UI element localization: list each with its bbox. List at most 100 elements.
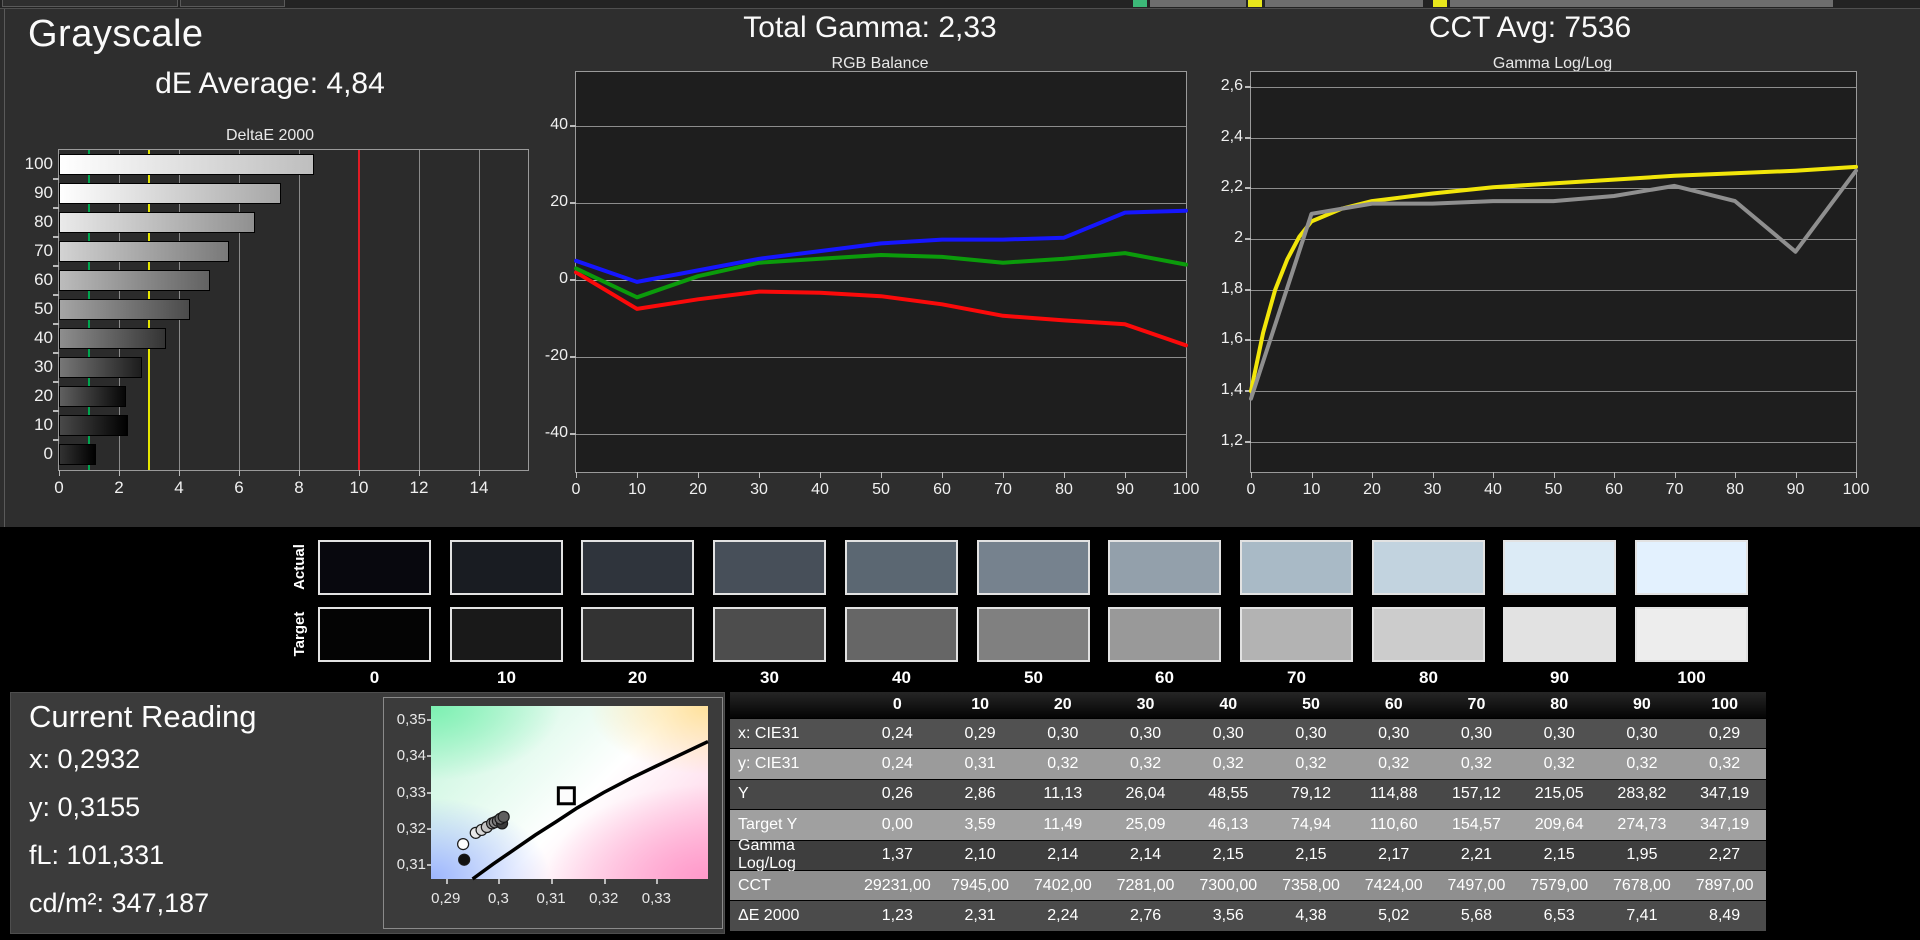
deltae-y-tick-label: 40: [34, 328, 53, 347]
cie-y-tick-label: 0,35: [396, 710, 426, 728]
cie-y-tick-label: 0,31: [396, 856, 426, 874]
cie-x-tick-label: 0,29: [431, 890, 461, 907]
table-header-cell: 80: [1517, 692, 1601, 718]
rgb_balance-x-tick-label: 20: [689, 481, 707, 498]
cie-x-tickmark: [656, 879, 659, 884]
deltae-y-tickmark: [53, 265, 59, 267]
gamma_loglog-x-tickmark: [1674, 472, 1676, 478]
rgb_balance-x-tick-label: 70: [994, 481, 1012, 498]
rgb_balance-x-tick-label: 100: [1172, 481, 1200, 498]
rgb_balance-y-tickmark: [570, 125, 576, 127]
gamma_loglog-x-tickmark: [1735, 472, 1736, 478]
actual-swatch: [450, 540, 563, 595]
table-header-cell: 60: [1352, 692, 1436, 718]
table-cell: 0,30: [1352, 719, 1436, 749]
deltae-x-tick-label: 4: [174, 478, 184, 497]
gamma-loglog-chart: 2,6 2,4 2,2 2 1,8 1,6 1,4 1,2 0 10 20 30 40 50 60 70 80 9…: [1221, 71, 1869, 498]
table-cell: 2,14: [1021, 840, 1105, 870]
deltae-bar: [59, 328, 166, 349]
deltae-y-tick-label: 60: [34, 270, 53, 289]
actual-swatch: [977, 540, 1090, 595]
table-cell: 0,29: [938, 719, 1022, 749]
rgb_balance-y-tickmark: [570, 279, 576, 281]
target-swatch: [1635, 607, 1748, 662]
table-cell: 274,73: [1600, 810, 1684, 840]
target-swatch: [318, 607, 431, 662]
deltae-y-tickmark: [53, 410, 59, 412]
cie-y-tickmark: [427, 827, 431, 830]
cie-y-tick-label: 0,32: [396, 819, 426, 837]
table-header-cell: 20: [1021, 692, 1105, 718]
table-cell: 0,32: [1352, 749, 1436, 779]
rgb_balance-x-tickmark: [1064, 472, 1065, 478]
cie-chromaticity-plot: [431, 706, 709, 881]
swatch-level-label: 30: [760, 668, 779, 687]
table-cell: 0,32: [1021, 749, 1105, 779]
rgb_balance-y-tick-label: -20: [544, 347, 568, 364]
grayscale-panel: Grayscale dE Average: 4,84 DeltaE 2000 0…: [10, 9, 540, 528]
rgb_balance-x-tickmark: [942, 472, 943, 478]
rgb_balance-series-svg: [574, 208, 1188, 348]
reading-fl: fL: 101,331: [29, 840, 165, 870]
table-cell: 347,19: [1683, 779, 1766, 810]
rgb_balance-x-tickmark: [1186, 472, 1187, 478]
gamma_loglog-x-tick-label: 50: [1544, 481, 1563, 498]
table-cell: 7897,00: [1683, 870, 1766, 901]
deltae-bar: [59, 183, 282, 204]
deltae-bar: [59, 299, 191, 320]
gamma_loglog-gridline: [1251, 87, 1856, 89]
rgb_balance-x-tick-label: 10: [628, 481, 646, 498]
cie-y-tickmark: [427, 755, 431, 758]
swatch-level-label: 40: [892, 668, 911, 687]
table-cell: 0,32: [1517, 749, 1601, 779]
deltae-x-tickmark: [419, 470, 420, 476]
deltae-y-tickmark: [53, 294, 59, 296]
swatch-level-label: 0: [369, 668, 380, 687]
gamma_loglog-x-tick-label: 60: [1605, 481, 1623, 498]
page-title: Grayscale: [28, 13, 204, 55]
table-cell: 3,59: [938, 810, 1022, 840]
deltae-x-tickmark: [299, 470, 300, 476]
table-cell: 11,13: [1021, 779, 1105, 810]
table-cell: 0,30: [1517, 719, 1601, 749]
deltae-y-tick-label: 30: [34, 357, 53, 376]
target-swatch: [581, 607, 694, 662]
table-cell: 7945,00: [938, 870, 1022, 901]
gamma_loglog-y-tickmark: [1245, 288, 1251, 291]
rgb-balance-chart: 40 20 0 -20 -40 0 10 20 30 40 50 60 70 80 90 100: [545, 71, 1199, 498]
meter-track: [1265, 0, 1423, 7]
tab-stub-1[interactable]: [2, 0, 178, 7]
gamma_loglog-gridline: [1251, 289, 1856, 291]
rgb_balance-y-tick-label: 0: [559, 270, 568, 287]
deltae-y-tick-label: 10: [34, 415, 53, 434]
table-cell: 2,10: [938, 840, 1022, 870]
tab-stub-2[interactable]: [180, 0, 285, 7]
rgb_balance-x-tickmark: [820, 472, 821, 478]
cie-x-tickmark: [551, 879, 554, 884]
deltae-bar: [59, 154, 314, 175]
gamma_loglog-x-tickmark: [1311, 472, 1313, 478]
deltae-x-tick-label: 8: [294, 478, 304, 497]
table-cell: 5,68: [1435, 901, 1518, 931]
gamma_loglog-gridline: [1251, 340, 1856, 342]
cie-y-tick-label: 0,34: [396, 747, 426, 765]
table-cell: 2,15: [1269, 840, 1353, 870]
table-row-label: Target Y: [730, 810, 856, 840]
gamma_loglog-y-tick-label: 1,6: [1220, 330, 1243, 348]
current-reading-title: Current Reading: [29, 699, 257, 734]
table-cell: 0,24: [856, 719, 939, 749]
deltae-y-tickmark: [53, 236, 59, 238]
target-row-label: Target: [291, 611, 308, 657]
deltae-bar-chart: 0 2 4 6 8 10 12 14 100 90 80 70 60 50 40 30 20 10 0: [25, 149, 529, 497]
cie-y-tickmark: [427, 718, 431, 721]
deltae-chart-title: DeltaE 2000: [225, 127, 315, 144]
gamma_loglog-gridline: [1251, 239, 1856, 241]
cie-y-tick-label: 0,33: [396, 783, 426, 801]
deltae-x-tick-label: 6: [234, 478, 244, 497]
table-cell: 29231,00: [856, 870, 939, 901]
gamma_loglog-x-tickmark: [1493, 472, 1494, 478]
gamma_loglog-x-tickmark: [1795, 472, 1797, 478]
table-cell: 154,57: [1435, 810, 1518, 840]
gamma_loglog-gridline: [1251, 441, 1856, 443]
actual-row-label: Actual: [291, 544, 308, 590]
